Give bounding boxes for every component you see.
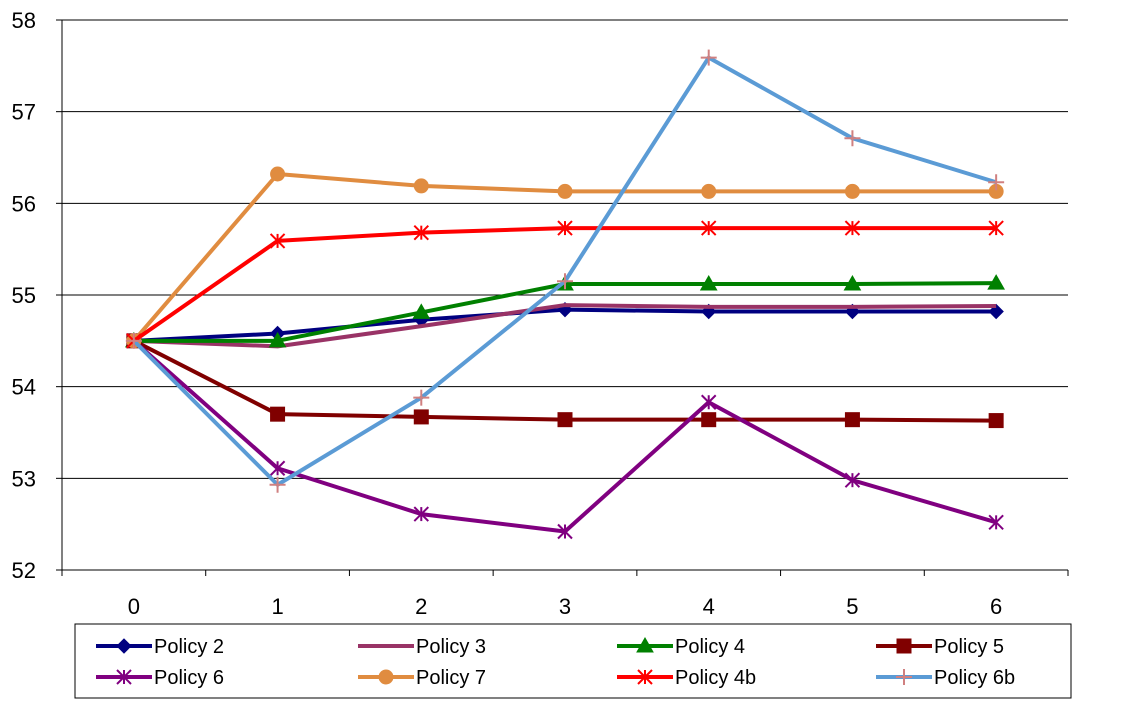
series-policy-6 — [126, 333, 1004, 540]
point-policy-4b-6 — [988, 220, 1004, 236]
point-policy-4-4 — [699, 274, 718, 291]
point-policy-7-2 — [413, 178, 429, 194]
series-line-policy-6 — [132, 339, 997, 534]
y-tick-label-57: 57 — [12, 100, 36, 125]
x-tick-label-5: 5 — [846, 594, 858, 619]
point-policy-6b-6 — [988, 174, 1005, 191]
point-policy-6b-5 — [844, 130, 861, 147]
point-policy-4b-5 — [844, 220, 861, 236]
legend-marker-policy-2 — [116, 638, 132, 654]
y-tick-label-54: 54 — [12, 375, 36, 400]
y-tick-label-53: 53 — [12, 466, 36, 491]
point-policy-6b-2 — [413, 389, 430, 406]
series-line-policy-5 — [132, 339, 997, 423]
point-policy-5-5 — [844, 412, 860, 428]
legend-label-policy-4: Policy 4 — [675, 636, 745, 658]
point-policy-6-1 — [269, 460, 286, 476]
legend-label-policy-6: Policy 6 — [154, 667, 224, 689]
legend-label-policy-4b: Policy 4b — [675, 667, 756, 689]
point-policy-7-4 — [701, 183, 717, 199]
point-policy-4b-4 — [701, 220, 717, 236]
point-policy-4-6 — [987, 274, 1006, 290]
legend-marker-policy-6 — [116, 669, 132, 685]
point-policy-6b-1 — [269, 476, 286, 493]
point-policy-7-3 — [557, 183, 573, 199]
point-policy-6b-3 — [557, 273, 573, 290]
point-policy-5-3 — [557, 412, 573, 428]
legend-item-policy-4b: Policy 4b — [617, 667, 756, 689]
point-policy-4-2 — [412, 303, 431, 319]
point-policy-5-4 — [701, 412, 717, 428]
legend-item-policy-3: Policy 3 — [358, 636, 486, 658]
x-tick-label-1: 1 — [271, 594, 283, 619]
point-policy-5-1 — [270, 406, 286, 422]
point-policy-6-3 — [557, 523, 573, 540]
legend-box — [74, 623, 1072, 699]
point-policy-5-6 — [988, 413, 1004, 429]
x-tick-label-6: 6 — [990, 594, 1002, 619]
legend-label-policy-6b: Policy 6b — [934, 667, 1015, 689]
series-policy-6b — [125, 49, 1005, 493]
point-policy-4b-2 — [413, 224, 429, 241]
legend-marker-policy-4b — [637, 669, 653, 685]
point-policy-4-5 — [843, 274, 862, 291]
point-policy-7-5 — [844, 183, 860, 199]
series-policy-7 — [126, 166, 1004, 349]
legend-label-policy-5: Policy 5 — [934, 636, 1004, 658]
legend-item-policy-7: Policy 7 — [358, 667, 486, 689]
y-tick-label-52: 52 — [12, 558, 36, 583]
series-policy-4b — [126, 220, 1004, 349]
point-policy-6-6 — [988, 514, 1004, 531]
legend-marker-policy-6b — [896, 669, 912, 685]
legend-marker-policy-4 — [636, 636, 654, 653]
legend-label-policy-2: Policy 2 — [154, 636, 224, 658]
x-tick-label-2: 2 — [415, 594, 427, 619]
point-policy-4b-3 — [557, 220, 573, 236]
point-policy-4b-1 — [269, 233, 286, 249]
series-policy-5 — [126, 333, 1004, 429]
legend-label-policy-3: Policy 3 — [416, 636, 486, 658]
legend-item-policy-4: Policy 4 — [617, 636, 745, 658]
x-tick-label-0: 0 — [128, 594, 140, 619]
point-policy-5-2 — [413, 409, 429, 425]
legend-item-policy-6b: Policy 6b — [876, 667, 1015, 689]
y-tick-label-58: 58 — [12, 8, 36, 33]
x-tick-label-3: 3 — [559, 594, 571, 619]
y-tick-label-55: 55 — [12, 283, 36, 308]
legend-item-policy-6: Policy 6 — [96, 667, 224, 689]
legend-marker-policy-7 — [378, 669, 394, 685]
point-policy-6-2 — [413, 506, 429, 522]
legend-item-policy-2: Policy 2 — [96, 636, 224, 658]
legend-marker-policy-5 — [896, 638, 912, 654]
point-policy-4-1 — [268, 331, 287, 348]
legend: Policy 2 Policy 3 Policy 4 Policy 5 Policy 6… — [74, 623, 1072, 699]
legend-item-policy-5: Policy 5 — [876, 636, 1004, 658]
point-policy-6b-4 — [700, 49, 717, 66]
point-policy-6-4 — [701, 394, 717, 410]
point-policy-6b-0 — [125, 332, 142, 349]
x-tick-label-4: 4 — [703, 594, 715, 619]
legend-label-policy-7: Policy 7 — [416, 667, 486, 689]
point-policy-6-5 — [844, 472, 861, 488]
point-policy-7-1 — [270, 166, 286, 182]
y-tick-label-56: 56 — [12, 191, 36, 216]
